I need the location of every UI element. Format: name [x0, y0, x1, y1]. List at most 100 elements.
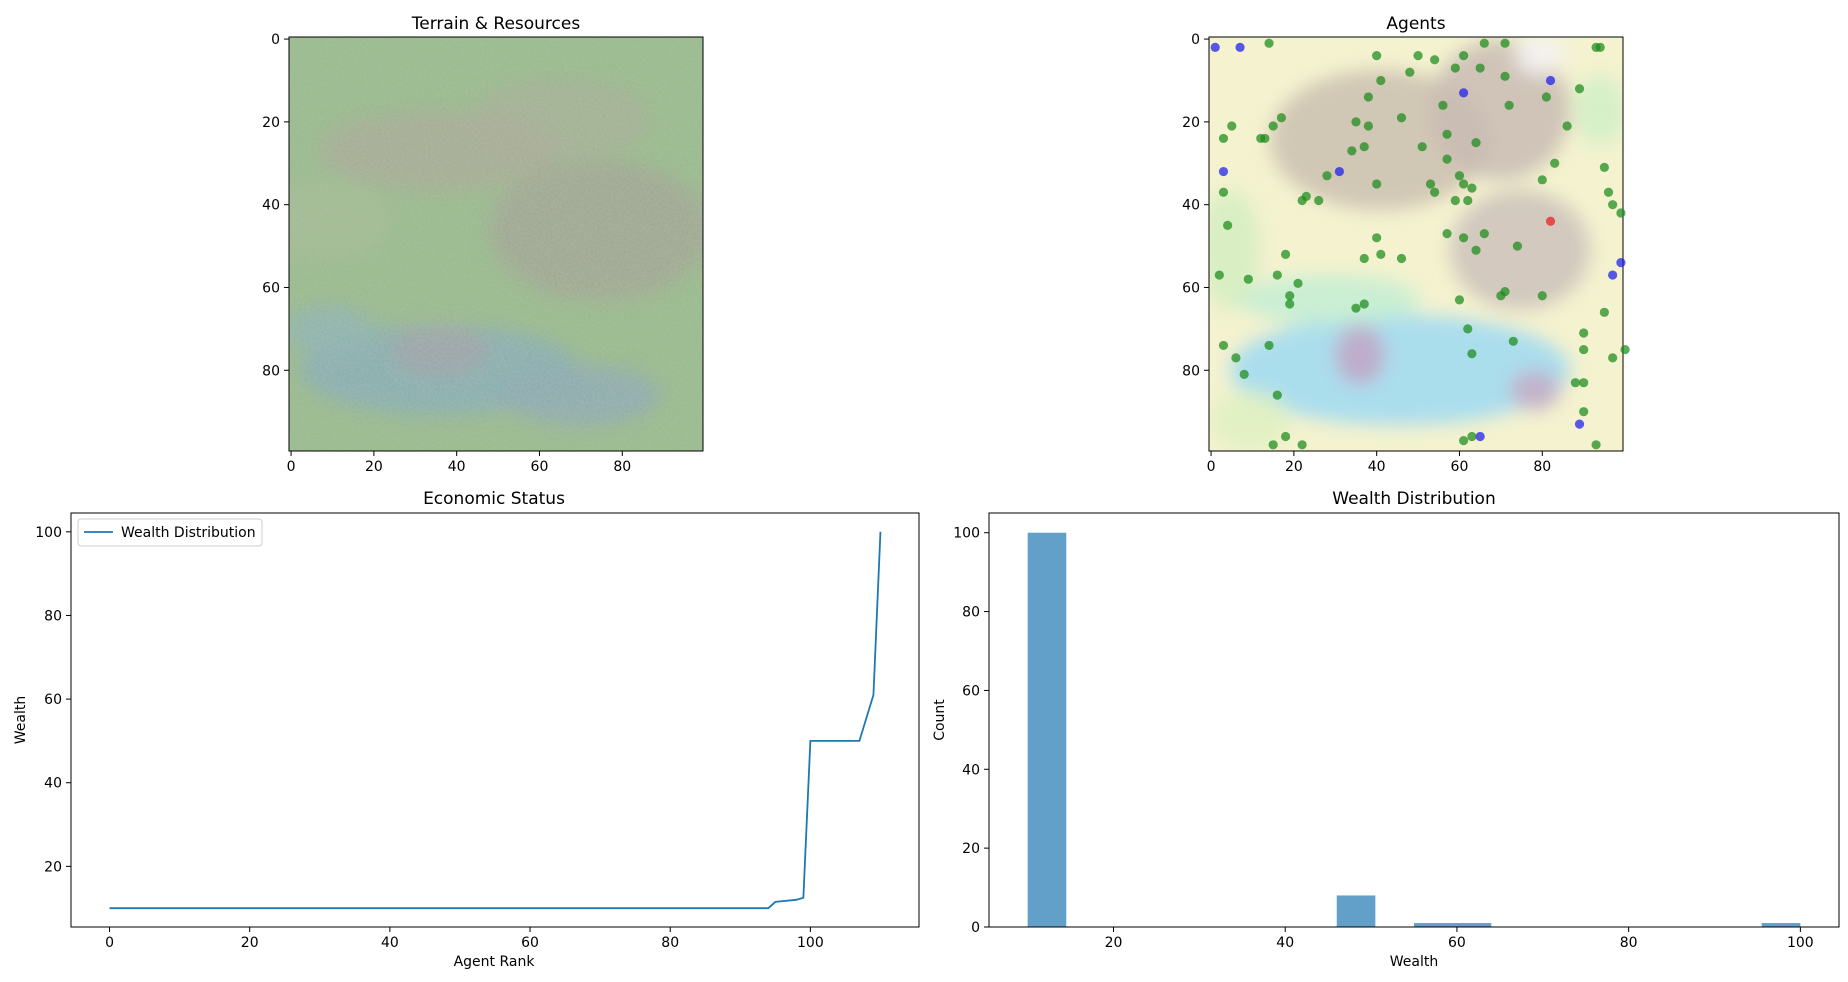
- agent-point: [1545, 216, 1556, 226]
- agent-point: [1396, 253, 1407, 264]
- histogram-x-tick-label: 40: [1276, 935, 1294, 951]
- histogram-axes: [988, 512, 1840, 928]
- agent-point: [1508, 336, 1518, 346]
- agent-point: [1218, 187, 1229, 197]
- agent-point: [1471, 245, 1481, 255]
- economic-x-tick-label: 80: [661, 935, 679, 951]
- agent-point: [1351, 117, 1361, 127]
- terrain-panel: Terrain & Resources 0 20 40 60 80 0 20 40 60 80: [262, 14, 704, 475]
- agent-point: [1334, 166, 1345, 177]
- histogram-y-tick-label: 20: [962, 841, 980, 857]
- agent-point: [1537, 291, 1547, 301]
- histogram-y-ticks: 0 20 40 60 80 100: [953, 526, 989, 936]
- agents-y-tick-label: 40: [1182, 198, 1200, 214]
- agent-point: [1260, 133, 1270, 144]
- histogram-panel: Wealth Distribution 20 40 60 80 100 0 20 40 60 8…: [932, 489, 1840, 970]
- agent-point: [1442, 129, 1452, 139]
- histogram-bar: [1452, 923, 1492, 927]
- agent-point: [1297, 195, 1307, 206]
- terrain-y-tick-label: 0: [271, 32, 280, 48]
- agents-y-tick-label: 60: [1182, 280, 1200, 296]
- agent-point: [1231, 353, 1241, 363]
- agent-point: [1570, 378, 1580, 388]
- agent-point: [1459, 179, 1469, 189]
- agent-point: [1297, 440, 1307, 450]
- economic-y-ticks: 20 40 60 80 100: [35, 525, 71, 875]
- agent-point: [1496, 291, 1506, 301]
- agent-point: [1285, 291, 1295, 301]
- agents-x-tick-label: 80: [1533, 459, 1551, 475]
- agent-point: [1293, 278, 1303, 288]
- agent-point: [1608, 200, 1618, 210]
- histogram-bar: [1414, 923, 1453, 927]
- histogram-y-tick-label: 40: [962, 762, 980, 778]
- histogram-y-tick-label: 100: [953, 526, 980, 542]
- agent-point: [1541, 92, 1552, 102]
- agents-y-tick-label: 20: [1182, 115, 1200, 131]
- agent-point: [1459, 436, 1469, 446]
- agent-point: [1243, 274, 1253, 284]
- agent-point: [1620, 344, 1630, 355]
- agent-point: [1214, 270, 1224, 280]
- agent-point: [1467, 183, 1477, 193]
- agent-point: [1280, 249, 1291, 259]
- agent-point: [1272, 390, 1282, 400]
- agents-terrain-background: [1209, 37, 1623, 451]
- economic-y-tick-label: 40: [44, 776, 62, 792]
- agent-point: [1574, 419, 1585, 429]
- agent-point: [1280, 431, 1291, 442]
- legend-label: Wealth Distribution: [121, 525, 256, 541]
- agent-point: [1372, 179, 1382, 189]
- agent-point: [1479, 229, 1489, 239]
- agent-point: [1537, 175, 1547, 185]
- agent-point: [1471, 137, 1481, 148]
- agent-point: [1603, 187, 1614, 197]
- agent-points: [1210, 38, 1630, 450]
- terrain-x-tick-label: 40: [448, 459, 466, 475]
- agent-point: [1218, 133, 1229, 144]
- agent-point: [1459, 51, 1469, 61]
- agent-point: [1218, 166, 1229, 177]
- economic-xlabel: Agent Rank: [454, 954, 536, 970]
- agent-point: [1599, 162, 1609, 173]
- histogram-x-tick-label: 80: [1620, 935, 1638, 951]
- agents-x-tick-label: 40: [1368, 459, 1386, 475]
- economic-panel: Economic Status Wealth Distribution 0 20 4…: [13, 489, 920, 970]
- agent-point: [1363, 121, 1373, 131]
- agent-point: [1608, 270, 1618, 280]
- agent-point: [1218, 340, 1229, 351]
- agent-point: [1264, 340, 1274, 351]
- terrain-title: Terrain & Resources: [411, 14, 581, 34]
- agents-x-ticks: 0 20 40 60 80: [1207, 451, 1551, 475]
- economic-x-ticks: 0 20 40 60 80 100: [105, 927, 824, 951]
- agent-point: [1467, 349, 1477, 359]
- economic-x-tick-label: 0: [105, 935, 114, 951]
- agent-point: [1405, 67, 1415, 77]
- terrain-y-tick-label: 20: [262, 115, 280, 131]
- terrain-y-tick-label: 80: [262, 363, 280, 379]
- terrain-x-tick-label: 20: [365, 459, 383, 475]
- agent-point: [1430, 187, 1440, 197]
- agent-point: [1264, 38, 1274, 48]
- agent-point: [1359, 299, 1369, 309]
- terrain-x-tick-label: 60: [531, 459, 549, 475]
- agent-point: [1562, 121, 1572, 131]
- terrain-image: [289, 37, 703, 451]
- histogram-bars: [1027, 532, 1801, 927]
- terrain-x-ticks: 0 20 40 60 80: [287, 451, 631, 475]
- agent-point: [1591, 440, 1601, 450]
- agent-point: [1442, 154, 1452, 164]
- histogram-y-tick-label: 60: [962, 683, 980, 699]
- agent-point: [1450, 63, 1460, 73]
- agent-point: [1351, 303, 1361, 313]
- agent-point: [1463, 195, 1473, 206]
- agent-point: [1504, 100, 1514, 110]
- economic-ylabel: Wealth: [13, 696, 29, 744]
- agent-point: [1235, 42, 1245, 52]
- economic-x-tick-label: 60: [521, 935, 539, 951]
- economic-y-tick-label: 80: [44, 608, 62, 624]
- agent-point: [1359, 253, 1369, 264]
- histogram-y-tick-label: 0: [971, 920, 980, 936]
- agent-point: [1579, 344, 1589, 355]
- agent-point: [1545, 75, 1556, 86]
